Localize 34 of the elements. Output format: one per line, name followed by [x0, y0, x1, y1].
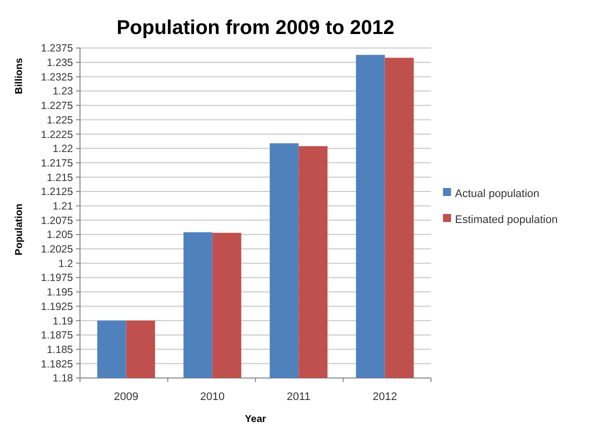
- y-tick-label: 1.1975: [40, 272, 74, 284]
- y-tick-label: 1.195: [46, 286, 74, 299]
- y-tick-label: 1.2075: [40, 214, 74, 227]
- x-tick-label: 2009: [114, 391, 138, 403]
- y-tick-label: 1.2125: [40, 186, 74, 198]
- chart-title: Population from 2009 to 2012: [116, 17, 394, 39]
- y-tick-label: 1.225: [46, 114, 74, 126]
- y-tick-label: 1.2225: [40, 128, 74, 141]
- y-tick-label: 1.2325: [40, 71, 74, 84]
- y-tick-label: 1.205: [46, 229, 74, 242]
- y-tick-label: 1.185: [46, 344, 74, 356]
- y-tick-label: 1.22: [52, 143, 74, 156]
- y-tick-label: 1.2175: [40, 157, 74, 170]
- text: Billions: [14, 58, 25, 94]
- legend-label: Estimated population: [455, 214, 558, 226]
- y-tick-label: 1.18: [52, 372, 74, 385]
- y-tick-label: 1.23: [52, 86, 74, 98]
- y-axis-title: Population: [14, 204, 25, 256]
- y-tick-label: 1.19: [52, 315, 74, 328]
- x-tick-label: 2011: [286, 391, 310, 403]
- y-tick-label: 1.21: [52, 200, 74, 212]
- y-tick-label: 1.1925: [40, 300, 74, 313]
- y-tick-label: 1.2275: [40, 100, 74, 112]
- x-tick-label: 2012: [372, 391, 398, 403]
- y-tick-label: 1.2: [58, 258, 74, 270]
- y-tick-label: 1.1875: [40, 330, 74, 342]
- y-tick-label: 1.235: [46, 57, 74, 70]
- legend-label: Actual population: [455, 188, 540, 200]
- y-tick-label: 1.215: [46, 172, 74, 184]
- y-tick-label: 1.1825: [40, 358, 74, 370]
- x-tick-label: 2010: [200, 391, 225, 403]
- y-tick-label: 1.2025: [40, 244, 74, 256]
- x-axis-title: Year: [244, 414, 266, 425]
- y-tick-label: 1.2375: [40, 42, 74, 55]
